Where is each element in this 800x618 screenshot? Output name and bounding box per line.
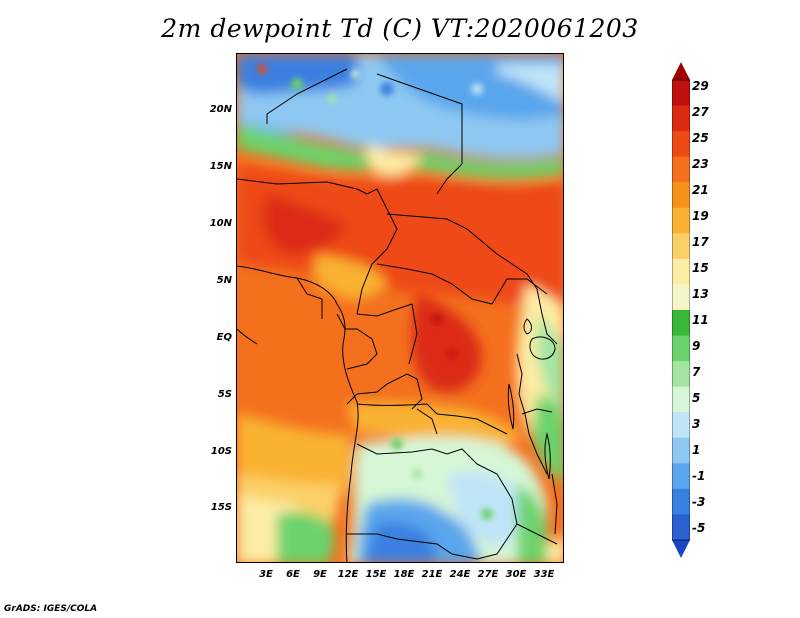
colorbar-label-9: 9 (692, 339, 701, 353)
colorbar-box (672, 233, 690, 260)
colorbar-box (672, 182, 690, 209)
colorbar-box (672, 80, 690, 107)
colorbar-boxes (672, 80, 690, 541)
colorbar-box (672, 105, 690, 132)
colorbar-box (672, 335, 690, 362)
colorbar-box (672, 310, 690, 337)
colorbar-label-neg5: -5 (692, 521, 706, 535)
field-shading (237, 54, 563, 562)
colorbar-box (672, 437, 690, 464)
colorbar-label-17: 17 (692, 235, 709, 249)
field-detail (257, 64, 493, 520)
lon-label-21e: 21E (421, 569, 443, 580)
colorbar-box (672, 258, 690, 285)
lon-label-6e: 6E (286, 569, 300, 580)
colorbar-label-19: 19 (692, 209, 709, 223)
colorbar-frame (672, 79, 690, 541)
colorbar-label-23: 23 (692, 157, 709, 171)
dewpoint-field (237, 54, 563, 562)
colorbar-label-25: 25 (692, 131, 709, 145)
map-title: 2m dewpoint Td (C) VT:2020061203 (161, 14, 639, 43)
lon-label-15e: 15E (365, 569, 387, 580)
colorbar-label-neg1: -1 (692, 469, 706, 483)
colorbar-label-13: 13 (692, 287, 709, 301)
lon-label-24e: 24E (449, 569, 471, 580)
lat-label-5n: 5N (216, 275, 232, 286)
colorbar-label-neg3: -3 (692, 495, 706, 509)
lat-label-20n: 20N (209, 104, 232, 115)
lon-label-33e: 33E (533, 569, 555, 580)
colorbar-box (672, 412, 690, 439)
colorbar-box (672, 488, 690, 515)
lon-label-27e: 27E (477, 569, 499, 580)
lat-label-10s: 10S (210, 446, 232, 457)
colorbar-label-11: 11 (692, 313, 709, 327)
colorbar-label-1: 1 (692, 443, 701, 457)
colorbar-label-7: 7 (692, 365, 701, 379)
colorbar-top-arrow (672, 62, 690, 80)
lon-label-12e: 12E (337, 569, 359, 580)
colorbar-box (672, 284, 690, 311)
lon-label-3e: 3E (259, 569, 273, 580)
colorbar-box (672, 386, 690, 413)
dewpoint-map (236, 53, 564, 563)
lon-label-18e: 18E (393, 569, 415, 580)
colorbar-box (672, 207, 690, 234)
grads-credit: GrADS: IGES/COLA (4, 604, 98, 614)
lake-outlines (507, 318, 556, 480)
colorbar (672, 62, 690, 558)
colorbar-label-29: 29 (692, 79, 709, 93)
lat-label-15s: 15S (210, 502, 232, 513)
colorbar-bottom-arrow (672, 540, 690, 558)
country-borders (237, 68, 558, 562)
lat-label-eq: EQ (216, 332, 232, 343)
colorbar-label-27: 27 (692, 105, 709, 119)
colorbar-box (672, 156, 690, 183)
colorbar-box (672, 463, 690, 490)
colorbar-box (672, 131, 690, 158)
lat-label-5s: 5S (217, 389, 232, 400)
lon-label-9e: 9E (313, 569, 327, 580)
colorbar-label-5: 5 (692, 391, 701, 405)
lat-label-10n: 10N (209, 218, 232, 229)
colorbar-label-15: 15 (692, 261, 709, 275)
colorbar-box (672, 361, 690, 388)
lat-label-15n: 15N (209, 161, 232, 172)
colorbar-label-21: 21 (692, 183, 709, 197)
colorbar-label-3: 3 (692, 417, 701, 431)
colorbar-box (672, 514, 690, 541)
lon-label-30e: 30E (505, 569, 527, 580)
